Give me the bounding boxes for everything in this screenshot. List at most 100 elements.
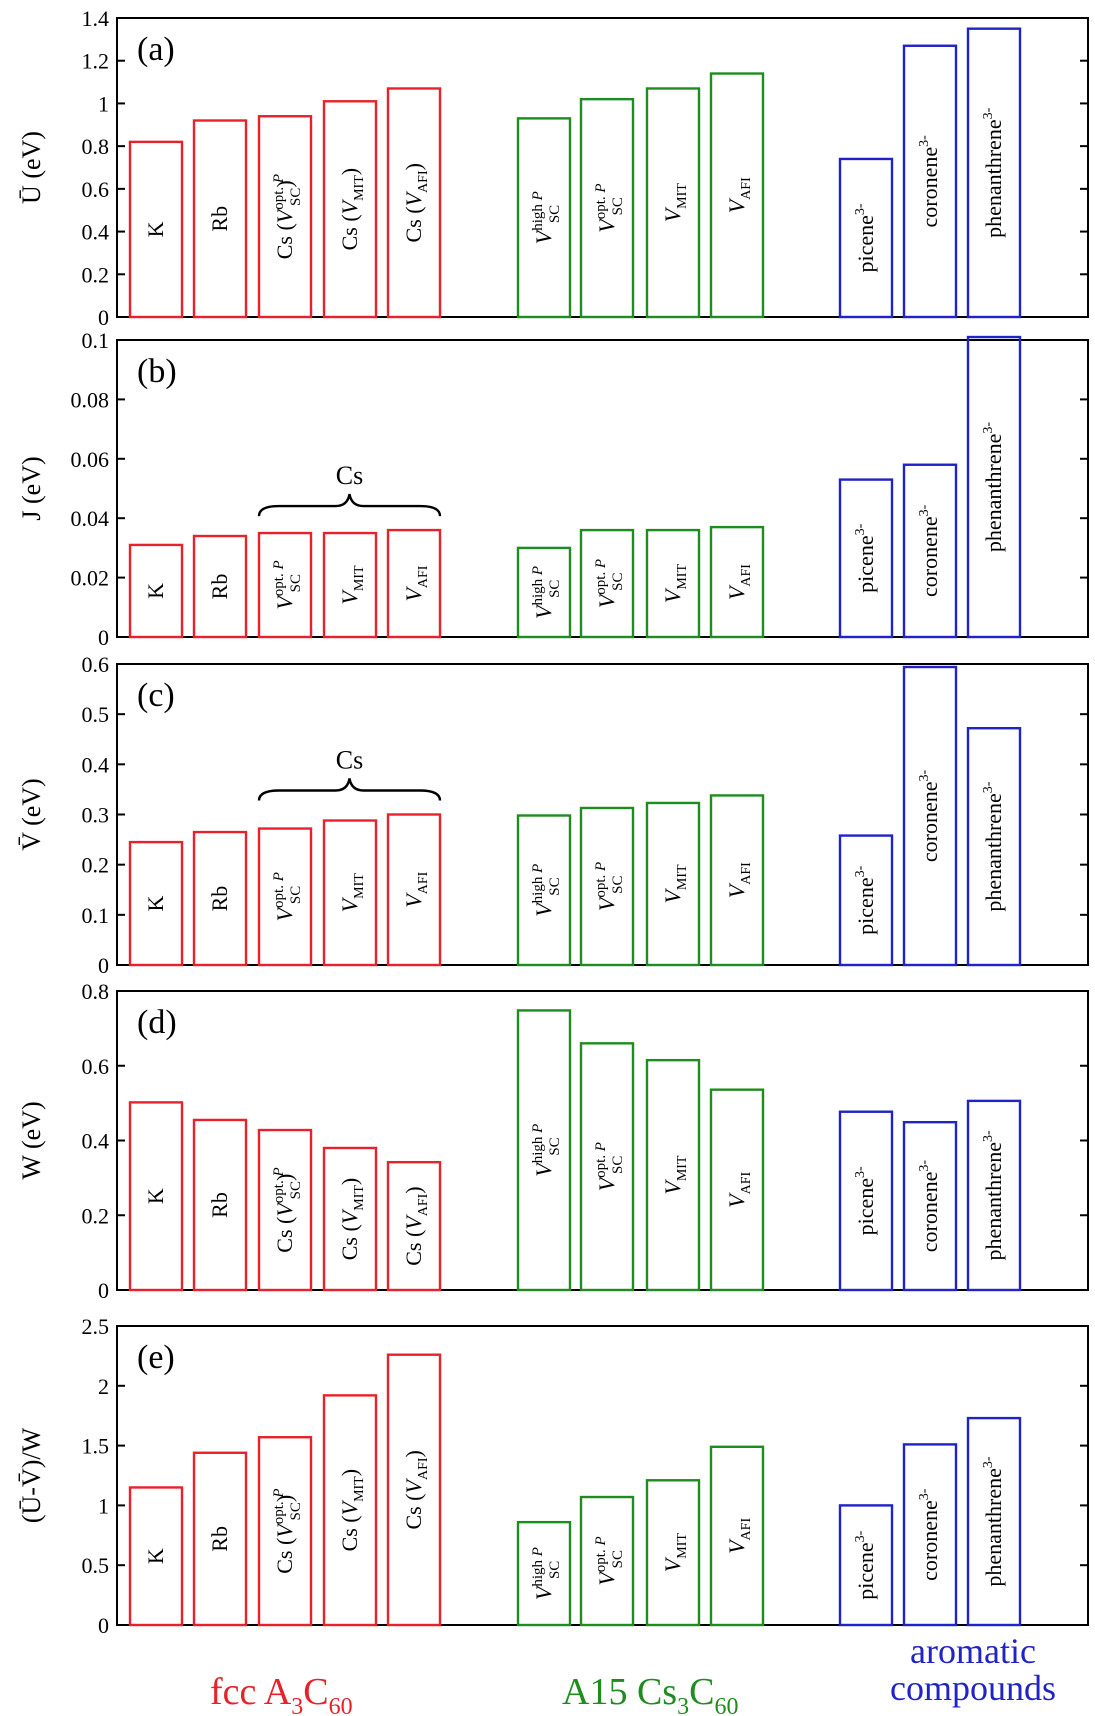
bar-label: Vopt. PSC — [593, 1142, 626, 1191]
bar-fcc-v-mit — [322, 819, 378, 967]
y-tick-label: 0.02 — [71, 566, 110, 591]
y-axis-label: W (eV) — [17, 1101, 46, 1179]
bar-label: Cs (Vopt. PSC) — [271, 1167, 304, 1252]
bar-label: Vhigh PSC — [530, 864, 563, 917]
brace-label: Cs — [336, 746, 363, 775]
bar-a15-v-sc-high-p — [516, 546, 572, 639]
y-tick-label: 0.6 — [82, 177, 110, 202]
bar-fcc-rb — [192, 1451, 248, 1627]
bar-label: VMIT — [660, 1155, 690, 1195]
bar-label: Cs (VAFI) — [401, 1450, 431, 1529]
bar-aromatic-phenanthrene3 — [966, 27, 1022, 319]
bar-a15-v-sc-opt-p — [579, 97, 635, 319]
y-tick-label: 0.4 — [82, 220, 110, 245]
plot-frame — [116, 663, 1089, 966]
bar-a15-v-afi — [709, 525, 765, 639]
bar-label: VAFI — [724, 862, 754, 898]
bar-label: K — [143, 583, 168, 599]
bar-a15-v-sc-high-p — [516, 117, 572, 319]
bar-fcc-k — [128, 543, 184, 639]
bar-label: picene3- — [853, 203, 878, 272]
bar-fcc-cs-v-mit — [322, 100, 378, 319]
bar-a15-v-mit — [645, 801, 701, 967]
panel-label: (c) — [137, 677, 175, 714]
bar-label: Vhigh PSC — [530, 1124, 563, 1177]
bar-label: Vopt. PSC — [593, 183, 626, 232]
panel-d: 0 0.2 0.4 0.6 0.8 W (eV) (d) K Rb Cs (Vopt. PSC) C… — [17, 979, 1089, 1303]
y-tick-label: 0.1 — [82, 903, 110, 928]
panel-b: 0 0.02 0.04 0.06 0.08 0.1 J (eV) (b) K Rb Vopt. PS… — [17, 328, 1089, 650]
bar-fcc-v-mit — [322, 531, 378, 639]
y-axis-label: J (eV) — [17, 456, 46, 520]
bar-label: phenanthrene3- — [981, 1456, 1006, 1587]
bar-label: VAFI — [724, 1171, 754, 1207]
bar-aromatic-picene3 — [838, 834, 894, 967]
bar-label: VMIT — [660, 183, 690, 223]
bar-aromatic-picene3 — [838, 478, 894, 639]
bar-fcc-cs-v-sc-opt-p — [257, 1128, 313, 1292]
group-label-a15: A15 Cs3C60 — [562, 1671, 738, 1716]
bar-fcc-v-sc-opt-p — [257, 827, 313, 967]
bar-label: VAFI — [724, 177, 754, 213]
bar-fcc-k — [128, 1101, 184, 1292]
panel-label: (a) — [137, 31, 175, 68]
bar-label: VMIT — [337, 873, 367, 913]
bar-aromatic-coronene3 — [902, 1120, 958, 1292]
bar-a15-v-sc-opt-p — [579, 806, 635, 967]
panel-label: (d) — [137, 1004, 177, 1041]
y-tick-label: 0.06 — [71, 447, 110, 472]
bar-label: VMIT — [337, 565, 367, 605]
bar-label: Rb — [207, 886, 232, 912]
bar-label: Cs (VMIT) — [337, 1469, 367, 1552]
bar-label: Vopt. PSC — [271, 872, 304, 921]
bar-a15-v-sc-high-p — [516, 814, 572, 967]
y-tick-label: 0.8 — [82, 134, 110, 159]
bar-label: VMIT — [660, 864, 690, 904]
bar-label: Vhigh PSC — [530, 566, 563, 619]
bar-label: phenanthrene3- — [981, 107, 1006, 238]
y-tick-label: 1.5 — [82, 1434, 110, 1459]
bar-label: VAFI — [401, 565, 431, 601]
bar-fcc-k — [128, 1486, 184, 1627]
y-tick-label: 0.08 — [71, 387, 110, 412]
y-tick-label: 0.8 — [82, 979, 110, 1004]
y-tick-label: 2 — [98, 1374, 109, 1399]
bar-a15-v-sc-opt-p — [579, 1495, 635, 1627]
y-axis-label: V̄ (eV) — [17, 778, 46, 850]
bar-a15-v-afi — [709, 794, 765, 967]
bar-a15-v-afi — [709, 1445, 765, 1627]
bar-label: VAFI — [724, 564, 754, 600]
bar-label: Rb — [207, 206, 232, 232]
bar-a15-v-mit — [645, 1058, 701, 1292]
bar-label: K — [143, 1188, 168, 1204]
bar-a15-v-mit — [645, 87, 701, 319]
bar-label: coronene3- — [917, 504, 942, 597]
bar-label: Cs (VMIT) — [337, 168, 367, 251]
bar-label: Cs (VMIT) — [337, 1178, 367, 1261]
bar-a15-v-sc-opt-p — [579, 528, 635, 639]
bar-aromatic-phenanthrene3 — [966, 1416, 1022, 1627]
bar-label: Rb — [207, 1526, 232, 1552]
y-tick-label: 0.5 — [82, 1553, 110, 1578]
y-tick-label: 0 — [98, 1613, 109, 1638]
y-axis-label: Ū (eV) — [17, 131, 46, 204]
y-tick-label: 0.5 — [82, 702, 110, 727]
plot-frame — [116, 17, 1089, 318]
y-tick-label: 1 — [98, 91, 109, 116]
bar-label: Vopt. PSC — [593, 862, 626, 911]
bar-label: picene3- — [853, 865, 878, 934]
y-tick-label: 0.2 — [82, 262, 110, 287]
y-tick-label: 1 — [98, 1493, 109, 1518]
y-tick-label: 1.2 — [82, 49, 110, 74]
y-tick-label: 0.1 — [82, 328, 110, 353]
y-tick-label: 0 — [98, 305, 109, 330]
bar-aromatic-coronene3 — [902, 463, 958, 639]
panel-e: 0 0.5 1 1.5 2 2.5 (Ū-V̄)/W (e) K Rb Cs (Vopt. PSC)… — [17, 1314, 1089, 1638]
plot-frame — [116, 990, 1089, 1291]
bar-label: Cs (VAFI) — [401, 1186, 431, 1265]
y-tick-label: 0.3 — [82, 803, 110, 828]
bar-label: picene3- — [853, 1166, 878, 1235]
bar-fcc-rb — [192, 1118, 248, 1292]
bar-fcc-cs-v-mit — [322, 1394, 378, 1627]
bar-label: VMIT — [660, 1533, 690, 1573]
